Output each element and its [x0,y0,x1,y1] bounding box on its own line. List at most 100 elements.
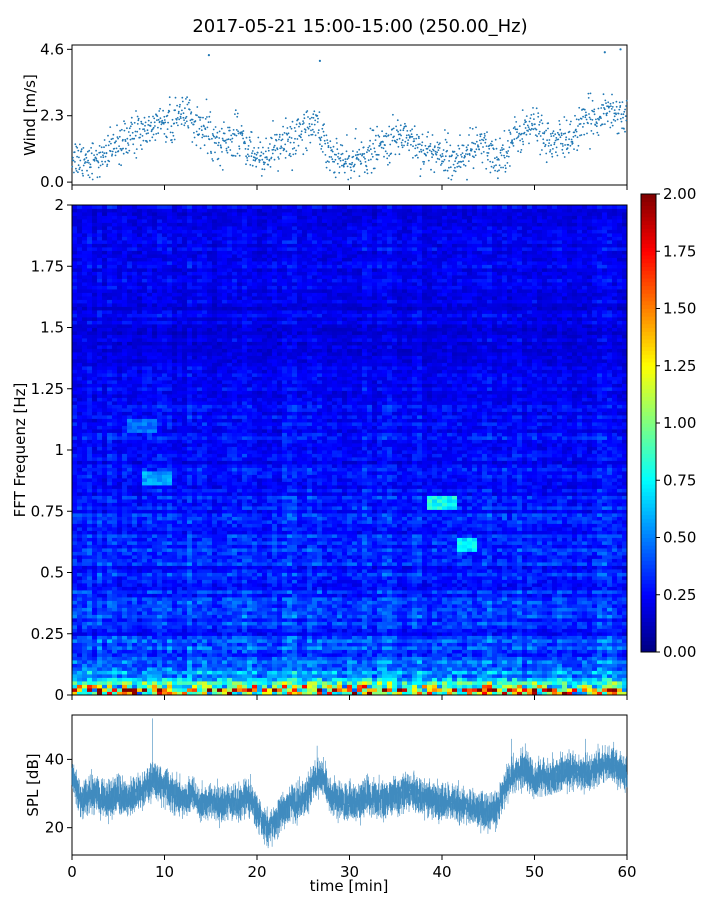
spectrogram-cell [487,604,493,608]
wind-point [573,148,575,151]
spectrogram-cell [537,642,543,647]
spectrogram-cell [562,639,568,643]
spectrogram-cell [287,607,293,612]
spectrogram-cell [472,667,478,671]
spectrogram-cell [337,607,343,612]
wind-point [122,138,124,141]
wind-point [104,160,107,163]
spectrogram-cell [92,597,98,601]
spectrogram-cell [487,621,493,626]
spectrogram-cell [147,600,153,605]
spectrogram-cell [447,688,453,692]
spectrogram-cell [262,649,268,654]
spectrogram-cell [207,593,213,598]
wind-point [456,154,459,157]
wind-point [122,152,125,155]
spectrogram-cell [562,681,568,685]
wind-point [281,133,284,136]
spectrogram-cell [477,639,483,643]
spectrogram-cell [557,635,563,640]
spectrogram-cell [447,635,453,640]
spectrogram-cell [527,593,533,598]
spectrogram-cell [607,670,613,675]
spectrogram-cell [157,618,163,622]
spectrogram-cell [332,684,338,689]
spectrogram-cell [192,688,198,692]
spectrogram-cell [622,674,628,678]
spectrogram-cell [457,604,463,608]
spectrogram-cell [277,646,283,650]
wind-point [490,142,492,145]
wind-point [87,159,89,162]
spectrogram-cell [347,642,353,647]
wind-point [154,139,157,142]
spectrogram-cell [592,642,598,647]
spectrogram-cell [592,628,598,633]
spectrogram-cell [377,684,383,689]
spectrogram-cell [572,674,578,678]
spectrogram-cell [182,688,188,692]
spectrogram-cell [182,628,188,633]
spectrogram-cell [287,670,293,675]
wind-point [347,157,350,159]
wind-point [459,134,461,137]
spectrogram-cell [362,611,368,615]
spectrogram-cell [412,660,418,664]
spectrogram-cell [232,597,238,601]
spectrogram-cell [162,614,168,619]
spectrogram-cell [137,579,143,584]
spectrogram-cell [92,663,98,668]
spectrogram-cell [247,677,253,682]
wind-point [562,145,564,147]
spectrogram-cell [412,611,418,615]
spectrogram-cell [512,660,518,664]
spectrogram-cell [107,674,113,678]
wind-point [110,142,112,145]
wind-point [290,137,293,139]
spectrogram-cell [77,586,83,591]
spectrogram-cell [302,625,308,629]
spectrogram-cell [142,628,148,633]
wind-point [209,121,212,123]
wind-point [606,120,609,123]
spectrogram-cell [612,632,618,636]
spectrogram-cell [547,649,553,654]
spectrogram-cell [82,653,88,657]
spectrogram-cell [412,586,418,591]
spectrogram-cell [332,656,338,661]
spectrogram-cell [477,660,483,664]
spectrogram-cell [177,660,183,664]
wind-point [619,117,622,120]
spectrogram-cell [502,628,508,633]
spectrogram-cell [487,611,493,615]
spectrogram-cell [457,611,463,615]
wind-point [512,127,515,130]
spectrogram-cell [107,604,113,608]
spectrogram-cell [147,684,153,689]
spectrogram-cell [507,604,513,608]
spectrogram-cell [372,632,378,636]
wind-point [328,156,331,158]
spectrogram-cell [562,656,568,661]
spectrogram-cell [437,677,443,682]
spectrogram-cell [472,639,478,643]
wind-point [165,141,167,143]
spectrogram-cell [162,586,168,591]
wind-point [544,145,546,148]
spectrogram-cell [382,688,388,692]
spectrogram-cell [457,681,463,685]
wind-point [100,156,102,158]
wind-point [119,147,122,150]
spectrogram-cell [132,663,138,668]
wind-point [455,156,458,159]
spectrogram-cell [422,642,428,647]
wind-point [453,150,456,153]
spectrogram-cell [327,656,333,661]
wind-point [289,155,292,158]
wind-point [353,163,356,166]
spectrogram-cell [282,625,288,629]
spectrogram-cell [397,625,403,629]
wind-point [441,155,444,158]
spectrogram-cell [152,674,158,678]
spectrogram-cell [507,667,513,671]
